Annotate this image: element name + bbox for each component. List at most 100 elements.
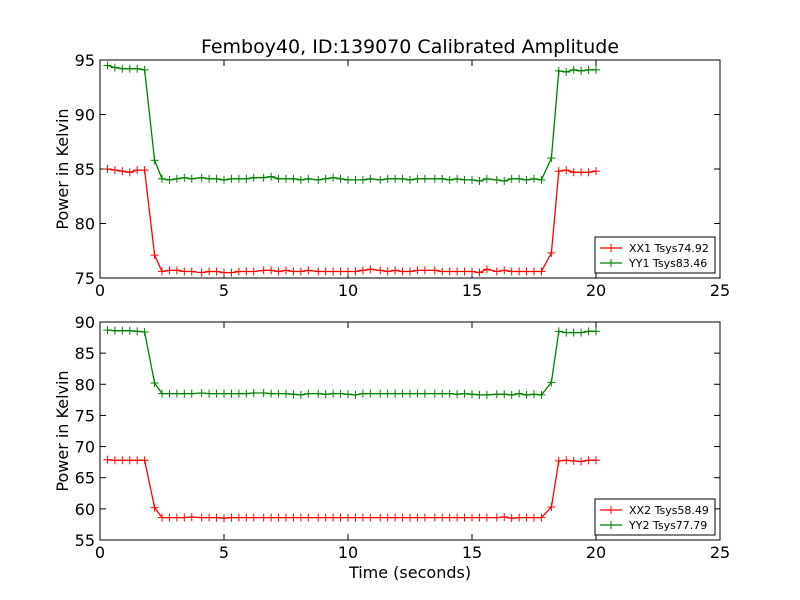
data-point	[584, 65, 593, 74]
data-point	[242, 513, 251, 522]
data-point	[172, 174, 181, 183]
data-point	[522, 267, 531, 276]
data-point	[103, 455, 112, 464]
y-tick-label: 70	[75, 438, 95, 457]
data-point	[507, 267, 516, 276]
data-point	[547, 502, 556, 511]
data-point	[482, 390, 491, 399]
data-point	[500, 176, 509, 185]
x-tick-label: 15	[462, 281, 482, 300]
x-tick-label: 10	[338, 281, 358, 300]
data-point	[475, 390, 484, 399]
data-point	[460, 175, 469, 184]
data-point	[125, 168, 134, 177]
data-point	[314, 513, 323, 522]
data-point	[366, 513, 375, 522]
data-point	[460, 267, 469, 276]
data-point	[110, 166, 119, 175]
data-point	[314, 267, 323, 276]
data-point	[118, 456, 127, 465]
data-point	[212, 513, 221, 522]
data-point	[522, 175, 531, 184]
data-point	[172, 266, 181, 275]
data-point	[569, 168, 578, 177]
data-point	[577, 66, 586, 75]
data-point	[398, 513, 407, 522]
data-point	[507, 390, 516, 399]
data-point	[150, 379, 159, 388]
y-tick-label: 75	[75, 406, 95, 425]
data-point	[180, 513, 189, 522]
data-point	[249, 513, 258, 522]
data-point	[165, 175, 174, 184]
y-tick-label: 65	[75, 469, 95, 488]
data-point	[492, 513, 501, 522]
data-point	[180, 173, 189, 182]
data-point	[344, 267, 352, 276]
data-point	[321, 174, 330, 183]
data-point	[460, 389, 469, 398]
data-point	[383, 389, 392, 398]
data-point	[336, 267, 345, 276]
data-point	[413, 174, 422, 183]
data-point	[366, 389, 375, 398]
data-point	[205, 389, 214, 398]
data-point	[475, 176, 484, 185]
data-point	[172, 513, 181, 522]
data-point	[554, 327, 563, 336]
data-point	[274, 267, 283, 276]
data-point	[212, 267, 221, 276]
data-point	[314, 389, 323, 398]
data-point	[358, 266, 367, 275]
legend-entry-label: YY2 Tsys77.79	[628, 519, 707, 532]
data-point	[344, 175, 352, 184]
data-point	[569, 65, 578, 74]
data-point	[420, 513, 429, 522]
data-point	[391, 513, 400, 522]
data-point	[158, 513, 166, 522]
data-point	[282, 266, 290, 275]
data-point	[577, 457, 586, 466]
data-point	[515, 267, 524, 276]
data-point	[197, 173, 206, 182]
y-axis-label: Power in Kelvin	[53, 108, 72, 229]
data-point	[227, 513, 236, 522]
y-axis-label: Power in Kelvin	[53, 370, 72, 491]
data-point	[329, 267, 338, 276]
data-point	[140, 65, 149, 74]
x-tick-label: 25	[710, 281, 730, 300]
data-point	[515, 513, 524, 522]
data-point	[482, 513, 491, 522]
data-point	[205, 267, 214, 276]
data-point	[406, 267, 414, 276]
data-point	[296, 175, 305, 184]
data-point	[420, 266, 429, 275]
data-point	[507, 174, 516, 183]
data-point	[304, 174, 313, 183]
legend: XX2 Tsys58.49 YY2 Tsys77.79	[594, 498, 716, 536]
data-point	[413, 266, 422, 275]
data-point	[584, 456, 593, 465]
data-point	[304, 513, 313, 522]
data-point	[376, 389, 385, 398]
data-point	[584, 168, 593, 177]
data-point	[150, 503, 159, 512]
x-axis-label: Time (seconds)	[348, 563, 471, 582]
data-point	[460, 513, 469, 522]
data-point	[475, 268, 484, 277]
data-point	[242, 389, 251, 398]
data-point	[453, 390, 462, 399]
data-point	[391, 389, 400, 398]
data-point	[468, 513, 476, 522]
data-point	[344, 390, 352, 399]
data-point	[234, 513, 243, 522]
data-point	[296, 390, 305, 399]
data-point	[150, 251, 159, 260]
data-point	[103, 326, 112, 335]
data-point	[420, 389, 429, 398]
data-point	[110, 63, 119, 72]
data-point	[562, 67, 571, 76]
data-point	[420, 174, 429, 183]
data-point	[413, 389, 422, 398]
x-tick-label: 15	[462, 543, 482, 562]
